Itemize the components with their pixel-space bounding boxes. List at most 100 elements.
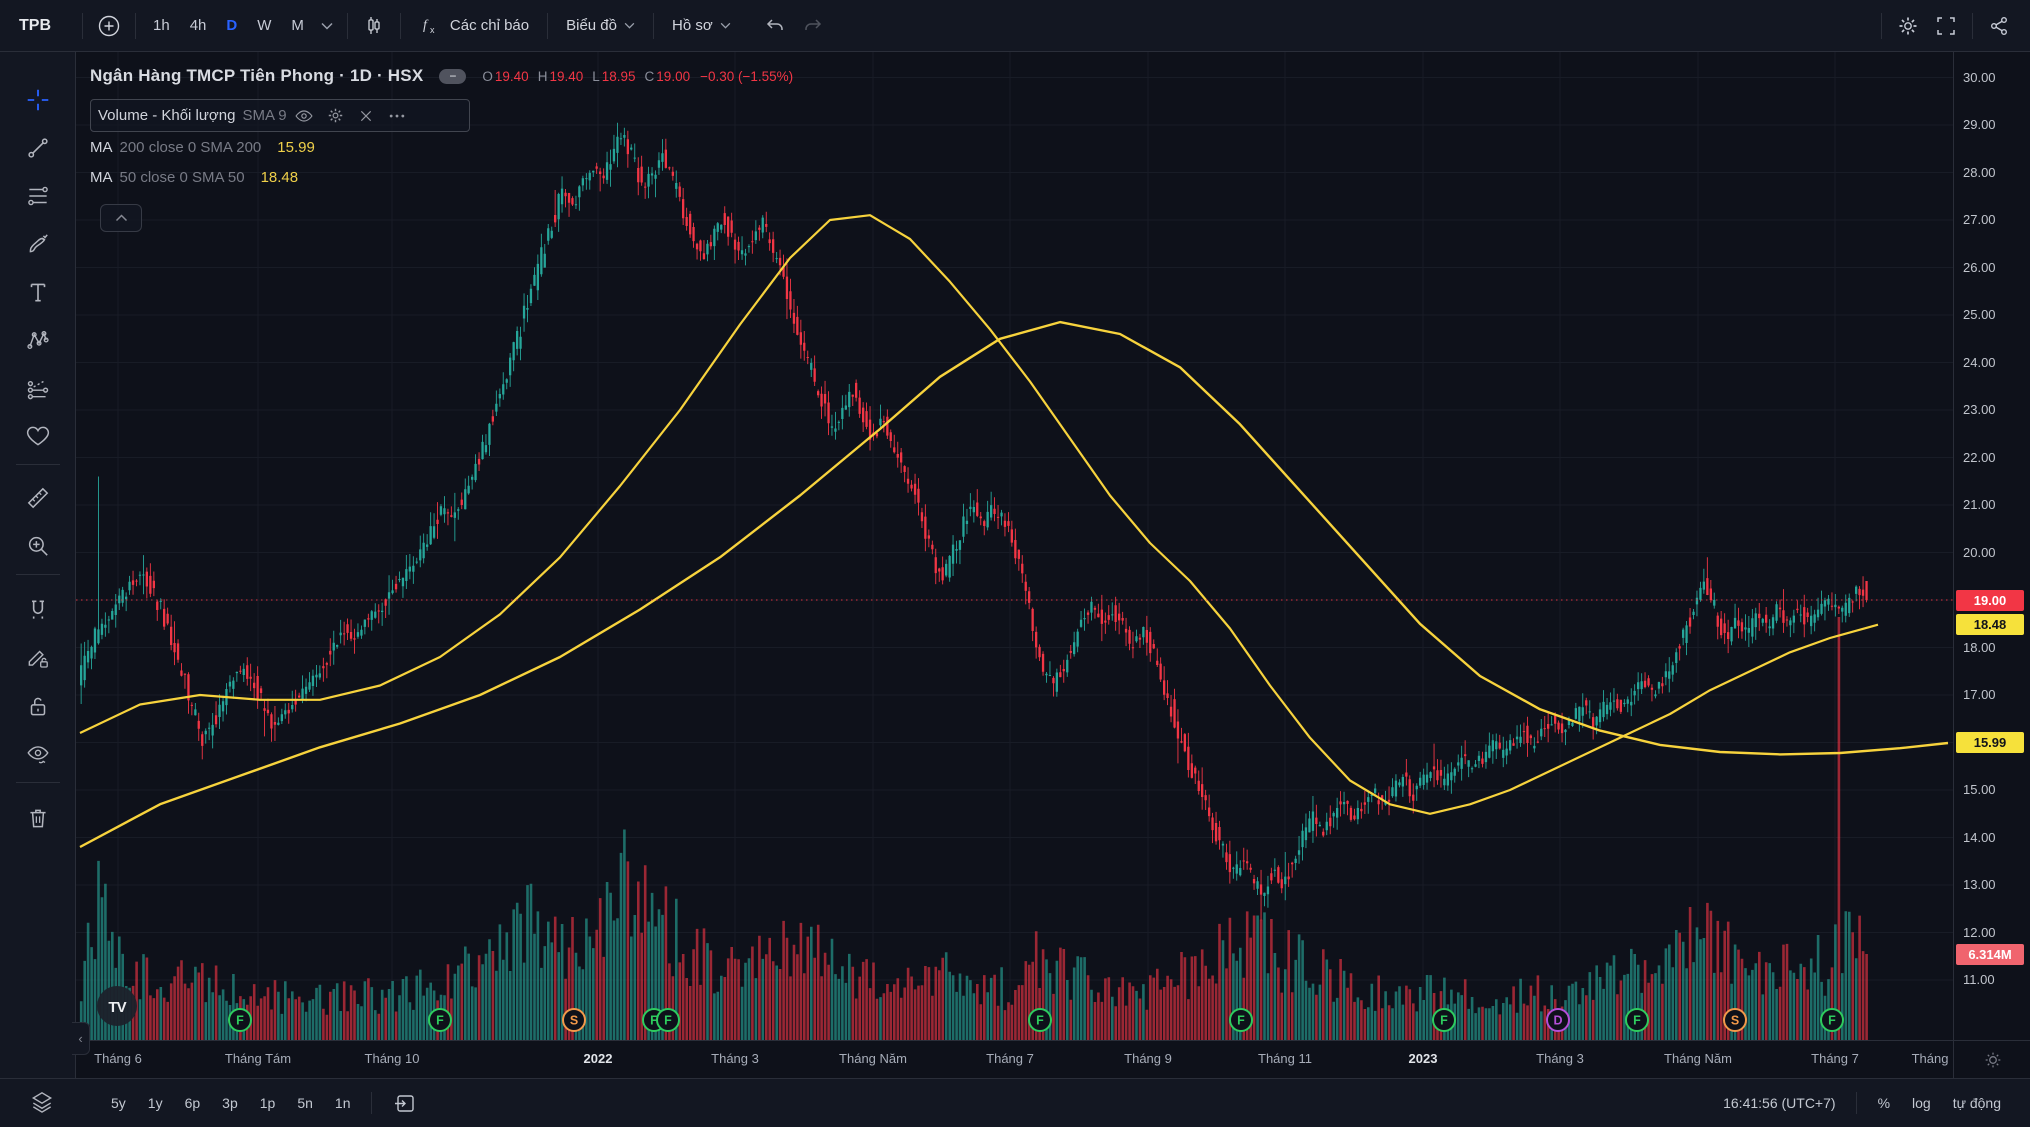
crosshair-tool-button[interactable] xyxy=(17,80,59,120)
percent-scale-button[interactable]: % xyxy=(1877,1095,1891,1111)
event-marker-F[interactable]: F xyxy=(1028,1008,1052,1032)
price-tick-label: 27.00 xyxy=(1963,212,1996,227)
range-button-6p[interactable]: 6p xyxy=(184,1095,201,1111)
fullscreen-button[interactable] xyxy=(1927,9,1965,43)
remove-drawings-button[interactable] xyxy=(17,798,59,838)
lock-drawings-button[interactable] xyxy=(17,686,59,726)
symbol-title[interactable]: Ngân Hàng TMCP Tiên Phong · 1D · HSX xyxy=(90,66,424,85)
redo-button[interactable] xyxy=(794,9,832,43)
ma50-indicator-row[interactable]: MA 50 close 0 SMA 50 18.48 xyxy=(90,162,793,192)
time-axis-label: Tháng 3 xyxy=(1536,1051,1584,1066)
range-button-1p[interactable]: 1p xyxy=(259,1095,276,1111)
magnet-icon xyxy=(32,600,44,619)
zoom-in-tool-button[interactable] xyxy=(17,526,59,566)
timeframe-menu-button[interactable] xyxy=(314,9,340,43)
profile-menu-button[interactable]: Hồ sơ xyxy=(661,9,742,43)
volume-settings-button[interactable] xyxy=(322,104,349,128)
svg-text:S: S xyxy=(1731,1014,1739,1028)
emoji-tool-button[interactable] xyxy=(17,416,59,456)
pattern-tool-button[interactable] xyxy=(17,320,59,360)
symbol-button[interactable]: TPB xyxy=(19,16,51,34)
timeframe-button-D[interactable]: D xyxy=(226,17,238,34)
close-icon xyxy=(361,110,372,121)
range-button-5n[interactable]: 5n xyxy=(297,1095,313,1111)
chart-canvas[interactable]: F F S F F F F F D F S FTV xyxy=(76,52,1953,1040)
event-marker-F[interactable]: F xyxy=(1625,1008,1649,1032)
volume-indicator-row[interactable]: Volume - Khối lượng SMA 9 xyxy=(90,99,470,132)
ma200-indicator-row[interactable]: MA 200 close 0 SMA 200 15.99 xyxy=(90,132,793,162)
collapse-legend-pill[interactable]: − xyxy=(439,68,467,84)
price-scale[interactable]: 30.00 29.00 28.00 27.00 26.00 25.00 24.00 23.00… xyxy=(1953,52,2030,1078)
auto-scale-button[interactable]: tự động xyxy=(1952,1095,2001,1111)
chart-style-button[interactable] xyxy=(355,9,393,43)
goto-date-button[interactable] xyxy=(382,1088,428,1118)
chart-settings-button[interactable] xyxy=(1889,9,1927,43)
tradingview-logo[interactable]: TV xyxy=(97,986,137,1026)
timeframe-button-M[interactable]: M xyxy=(291,17,304,34)
event-marker-F[interactable]: F xyxy=(428,1008,452,1032)
range-button-1n[interactable]: 1n xyxy=(334,1095,351,1111)
range-button-5y[interactable]: 5y xyxy=(111,1095,126,1111)
event-marker-S[interactable]: S xyxy=(562,1008,586,1032)
range-button-1y[interactable]: 1y xyxy=(147,1095,163,1111)
time-axis-label: 2023 xyxy=(1408,1051,1438,1066)
range-group: 5y 1y 6p 3p 1p 5n 1n xyxy=(100,1088,361,1118)
timeframe-button-4h[interactable]: 4h xyxy=(189,17,207,34)
sun-icon xyxy=(1985,1052,2000,1068)
event-marker-F[interactable]: F xyxy=(1229,1008,1253,1032)
volume-tag: 6.314M xyxy=(1956,943,2024,965)
low-value: 18.95 xyxy=(601,68,636,84)
crosshair-icon xyxy=(27,89,49,111)
drawing-mode-lock-button[interactable] xyxy=(17,638,59,678)
time-scale[interactable]: Tháng 6 Tháng Tám Tháng 10 2022 Tháng 3 Tháng… xyxy=(76,1040,1953,1078)
measure-tool-button[interactable] xyxy=(17,478,59,518)
chevron-up-icon xyxy=(115,214,127,222)
collapse-legend-button[interactable] xyxy=(100,204,142,232)
price-tick-label: 22.00 xyxy=(1963,449,1996,465)
volume-more-button[interactable] xyxy=(384,104,411,128)
chart-menu-button[interactable]: Biểu đồ xyxy=(555,9,646,43)
event-marker-F[interactable]: F xyxy=(656,1008,680,1032)
fib-retracement-tool-button[interactable] xyxy=(17,176,59,216)
axis-corner[interactable] xyxy=(1954,1040,2030,1079)
time-axis-label: Tháng 9 xyxy=(1124,1051,1172,1066)
object-tree-button[interactable] xyxy=(24,1084,60,1120)
toolbar-separator xyxy=(547,12,549,39)
timeframe-button-W[interactable]: W xyxy=(257,17,272,34)
forecast-tool-button[interactable] xyxy=(17,368,59,408)
undo-button[interactable] xyxy=(756,9,794,43)
ma200-line[interactable] xyxy=(79,320,1949,849)
brush-tool-button[interactable] xyxy=(17,224,59,264)
event-marker-F[interactable]: F xyxy=(1432,1008,1456,1032)
volume-visibility-button[interactable] xyxy=(291,104,318,128)
volume-remove-button[interactable] xyxy=(353,104,380,128)
compare-add-button[interactable] xyxy=(90,9,128,43)
clock[interactable]: 16:41:56 (UTC+7) xyxy=(1723,1095,1836,1111)
time-axis-label: Tháng 11 xyxy=(1258,1051,1312,1066)
text-icon xyxy=(30,283,46,302)
xabcd-pattern-icon xyxy=(27,331,49,349)
ma200-label: MA xyxy=(90,138,113,156)
toolbar-collapse-tab[interactable]: ‹ xyxy=(72,1022,90,1055)
event-marker-S[interactable]: S xyxy=(1723,1008,1747,1032)
ruler-icon xyxy=(27,487,49,509)
svg-text:F: F xyxy=(1440,1014,1448,1028)
trend-line-tool-button[interactable] xyxy=(17,128,59,168)
gear-icon xyxy=(1899,17,1917,34)
event-marker-F[interactable]: F xyxy=(1820,1008,1844,1032)
log-scale-button[interactable]: log xyxy=(1912,1095,1931,1111)
hide-drawings-button[interactable] xyxy=(17,734,59,774)
magnet-mode-button[interactable] xyxy=(17,590,59,630)
event-marker-F[interactable]: F xyxy=(228,1008,252,1032)
timeframe-button-1h[interactable]: 1h xyxy=(153,17,170,34)
time-axis-label: Tháng 7 xyxy=(1811,1051,1859,1066)
sidebar-divider xyxy=(16,464,60,465)
range-button-3p[interactable]: 3p xyxy=(222,1095,238,1111)
price-tick-label: 15.00 xyxy=(1963,782,1996,797)
toolbar-separator xyxy=(346,12,348,39)
event-marker-D[interactable]: D xyxy=(1546,1008,1570,1032)
text-tool-button[interactable] xyxy=(17,272,59,312)
ma50-line[interactable] xyxy=(79,214,1879,815)
share-button[interactable] xyxy=(1980,9,2018,43)
